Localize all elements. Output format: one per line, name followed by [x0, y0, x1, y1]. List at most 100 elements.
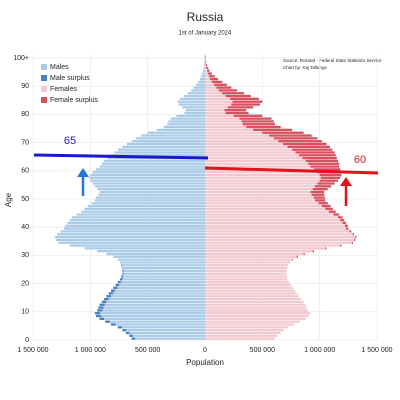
female-bar [205, 320, 301, 323]
male-bar [97, 250, 205, 253]
male-bar [121, 275, 205, 278]
male-surplus [121, 264, 122, 267]
female-surplus [225, 111, 249, 115]
y-tick-label: 70 [21, 139, 29, 146]
male-bar [96, 196, 205, 199]
female-bar [205, 323, 295, 326]
female-surplus [310, 165, 340, 168]
female-surplus [269, 134, 312, 137]
female-bar [205, 142, 327, 146]
female-bar [205, 199, 326, 202]
male-bar [125, 331, 205, 335]
female-surplus [354, 238, 356, 242]
male-surplus [113, 286, 118, 289]
female-surplus [312, 188, 328, 191]
x-tick-label: 500 000 [250, 347, 275, 354]
female-bar [205, 145, 330, 148]
male-bar [110, 289, 205, 292]
female-bar [205, 190, 325, 194]
female-surplus [232, 100, 263, 103]
female-bar [205, 317, 306, 320]
male-bar [113, 255, 205, 258]
legend-label: Female surplus [50, 97, 98, 104]
female-bar [205, 300, 304, 304]
male-bar [156, 128, 205, 132]
female-bar [205, 297, 302, 301]
male-bar [200, 75, 205, 78]
male-bar [81, 210, 205, 213]
male-bar [131, 337, 205, 340]
male-bar [202, 72, 205, 75]
x-tick-label: 1 000 000 [304, 347, 335, 354]
male-bar [97, 309, 205, 312]
female-surplus [344, 224, 348, 227]
y-axis-label: Age [4, 192, 13, 207]
legend-label: Males [50, 64, 69, 71]
female-bar [205, 250, 314, 253]
y-tick-label: 20 [21, 280, 29, 287]
male-bar [97, 188, 205, 191]
female-bar [205, 216, 343, 219]
female-surplus [242, 123, 275, 126]
male-surplus [101, 300, 107, 304]
female-bar [205, 255, 298, 258]
female-bar [205, 264, 289, 267]
male-bar [106, 295, 205, 298]
male-surplus [121, 275, 124, 278]
female-bar [205, 261, 290, 264]
female-bar [205, 289, 296, 292]
female-surplus [319, 179, 339, 182]
male-bar [131, 140, 205, 143]
male-bar [122, 329, 205, 332]
female-bar [205, 219, 345, 222]
female-surplus [320, 176, 341, 179]
arrow-head [77, 168, 89, 177]
female-surplus [349, 230, 352, 233]
female-surplus [321, 204, 331, 208]
male-bar [204, 61, 205, 64]
female-surplus [278, 140, 322, 143]
male-bar [69, 219, 206, 222]
female-surplus [222, 92, 244, 95]
female-bar [205, 193, 325, 196]
male-bar [122, 272, 205, 275]
female-bar [205, 131, 304, 134]
female-bar [205, 306, 307, 309]
male-bar [204, 63, 205, 67]
x-axis-label: Population [186, 358, 224, 367]
male-bar [203, 66, 205, 69]
female-bar [205, 125, 281, 129]
male-bar [76, 213, 205, 216]
female-bar [205, 173, 342, 177]
male-bar [104, 159, 205, 163]
female-bar [205, 241, 353, 244]
female-bar [205, 286, 293, 289]
female-bar [205, 151, 335, 154]
legend-swatch [41, 86, 47, 92]
male-bar [106, 252, 205, 256]
annotation-label: 65 [64, 135, 76, 147]
male-bar [168, 120, 205, 123]
male-bar [99, 190, 205, 194]
male-bar [191, 89, 205, 92]
annotations [33, 153, 379, 206]
female-surplus [262, 131, 304, 134]
male-bar [89, 176, 205, 179]
male-bar [185, 109, 205, 112]
y-tick-label: 40 [21, 224, 29, 231]
female-surplus [241, 120, 274, 123]
male-bar [120, 278, 205, 281]
female-surplus [210, 78, 219, 81]
male-bar [117, 258, 205, 261]
female-surplus [239, 117, 272, 120]
female-surplus [287, 145, 330, 148]
female-surplus [253, 128, 293, 132]
female-surplus [317, 182, 335, 185]
male-bar [94, 185, 205, 188]
female-bar [205, 337, 275, 340]
female-surplus [328, 210, 336, 213]
y-tick-label: 30 [21, 252, 29, 259]
female-surplus [230, 97, 259, 101]
female-bar [205, 309, 308, 312]
male-surplus [120, 278, 123, 281]
